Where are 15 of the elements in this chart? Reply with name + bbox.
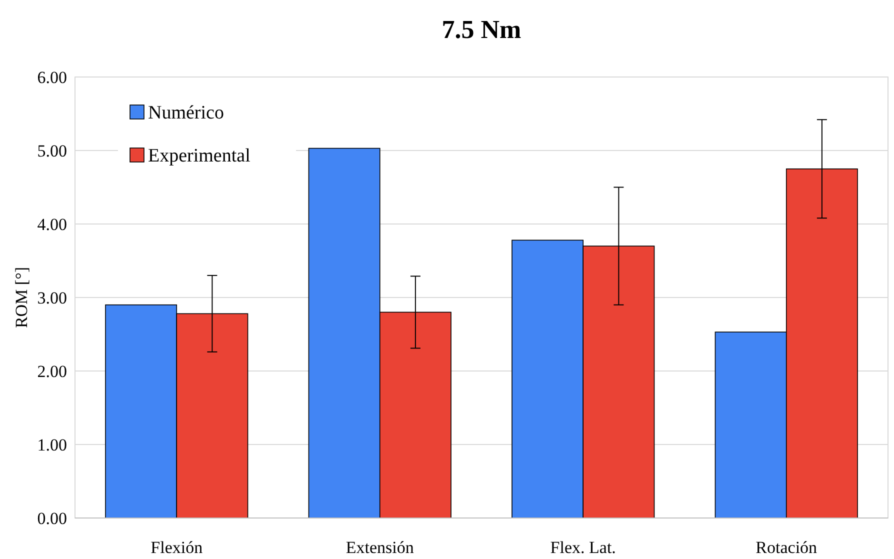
x-tick-label: Extensión bbox=[346, 538, 414, 557]
y-tick-label: 2.00 bbox=[37, 362, 67, 381]
y-tick-label: 6.00 bbox=[37, 68, 67, 87]
y-axis-title: ROM [°] bbox=[12, 266, 31, 328]
x-tick-label: Flexión bbox=[150, 538, 204, 557]
x-tick-label: Flex. Lat. bbox=[550, 538, 616, 557]
legend-label: Experimental bbox=[148, 146, 250, 167]
y-tick-label: 5.00 bbox=[37, 141, 67, 160]
y-tick-label: 0.00 bbox=[37, 508, 67, 528]
y-tick-label: 3.00 bbox=[37, 288, 67, 308]
chart-title: 7.5 Nm bbox=[442, 15, 522, 44]
legend-label: Numérico bbox=[148, 102, 224, 124]
x-tick-label: Rotación bbox=[756, 538, 818, 557]
y-tick-label: 1.00 bbox=[37, 435, 67, 454]
y-tick-label: 4.00 bbox=[37, 214, 67, 234]
